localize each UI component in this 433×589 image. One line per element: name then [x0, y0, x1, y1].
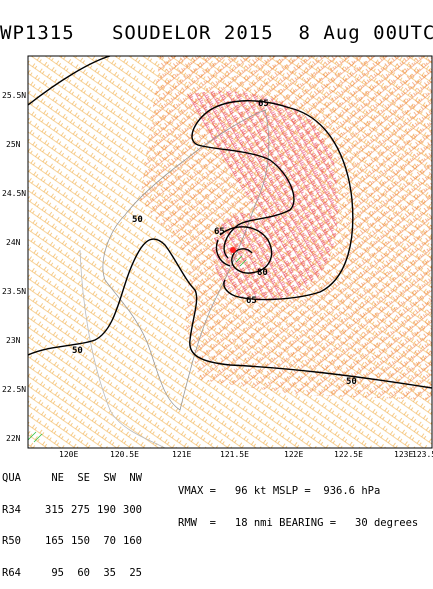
plot-frame: [27, 55, 433, 449]
x-tick-label: 123.5: [412, 450, 433, 459]
coastline-west: [79, 249, 166, 448]
table-header: QUA: [2, 472, 21, 484]
table-row: R64 95 60 35 25: [2, 566, 142, 579]
coastline: [102, 109, 270, 411]
y-tick-label: 23.5N: [2, 287, 26, 296]
storm-stats: VMAX = 96 kt MSLP = 936.6 hPa RMW = 18 n…: [178, 465, 418, 539]
contour-label: 80: [257, 268, 268, 278]
stats-line-vmax-mslp: VMAX = 96 kt MSLP = 936.6 hPa: [178, 485, 381, 497]
table-cell: 95: [51, 566, 64, 579]
y-tick-label: 24N: [6, 238, 21, 247]
plot-area: [28, 56, 432, 448]
table-cell: 60: [77, 566, 90, 579]
table-header: NW: [129, 472, 142, 484]
contour-65-east: [223, 107, 354, 301]
storm-center-marker: [230, 247, 236, 253]
x-axis-labels: 120E 120.5E 121E 121.5E 122E 122.5E 123E…: [59, 450, 433, 459]
table-cell: R34: [2, 503, 21, 516]
table-cell: 35: [103, 566, 116, 579]
table-cell: 150: [71, 535, 90, 547]
y-tick-label: 22.5N: [2, 385, 26, 394]
table-cell: R50: [2, 535, 21, 547]
table-header: NE: [51, 472, 64, 484]
wind-field-map: 65 50 65 80 65 50 50 25.5N 25N 24.5N 24N…: [2, 55, 433, 459]
x-tick-label: 122.5E: [334, 450, 363, 459]
x-tick-label: 120E: [59, 450, 78, 459]
y-tick-label: 23N: [6, 336, 21, 345]
green-barbs: [28, 255, 247, 443]
contour-label: 65: [246, 296, 257, 306]
stats-line-rmw-bearing: RMW = 18 nmi BEARING = 30 degrees: [178, 516, 419, 529]
table-cell: R64: [2, 566, 21, 579]
table-header: SE: [77, 472, 90, 484]
contour-labels: 65 50 65 80 65 50 50: [72, 99, 357, 387]
contour-80: [219, 226, 273, 274]
contour-50-north: [28, 56, 111, 106]
y-axis-labels: 25.5N 25N 24.5N 24N 23.5N 23N 22.5N 22N: [2, 91, 26, 443]
x-tick-label: 123E: [394, 450, 413, 459]
y-tick-label: 22N: [6, 434, 21, 443]
table-header-row: QUA NE SE SW NW: [2, 473, 142, 484]
contour-label: 65: [258, 99, 269, 109]
wind-radii-table: QUA NE SE SW NW R34 315 275 190 300 R50 …: [2, 452, 142, 589]
core-wind-barbs: [185, 91, 338, 301]
x-tick-label: 121.5E: [220, 450, 249, 459]
table-cell: 70: [103, 535, 116, 547]
contour-label: 50: [346, 377, 357, 387]
contour-50: [28, 238, 432, 389]
table-cell: 315: [45, 503, 64, 516]
table-row: R50 165 150 70 160: [2, 536, 142, 547]
y-tick-label: 24.5N: [2, 189, 26, 198]
table-cell: 190: [97, 503, 116, 516]
table-cell: 275: [71, 503, 90, 516]
y-tick-label: 25.5N: [2, 91, 26, 100]
table-cell: 300: [123, 503, 142, 516]
table-row: R34 315 275 190 300: [2, 503, 142, 516]
figure-title: WP1315 SOUDELOR 2015 8 Aug 00UTC: [0, 22, 433, 44]
x-tick-label: 121E: [172, 450, 191, 459]
y-tick-label: 25N: [6, 140, 21, 149]
x-tick-label: 122E: [284, 450, 303, 459]
x-tick-label: 120.5E: [110, 450, 139, 459]
contour-65-outer: [191, 100, 295, 259]
table-header: SW: [103, 472, 116, 484]
table-cell: 165: [45, 535, 64, 547]
contour-inner: [215, 239, 231, 267]
contour-label: 65: [214, 227, 225, 237]
contour-label: 50: [132, 215, 143, 225]
table-cell: 25: [129, 566, 142, 579]
contour-label: 50: [72, 346, 83, 356]
table-cell: 160: [123, 535, 142, 547]
